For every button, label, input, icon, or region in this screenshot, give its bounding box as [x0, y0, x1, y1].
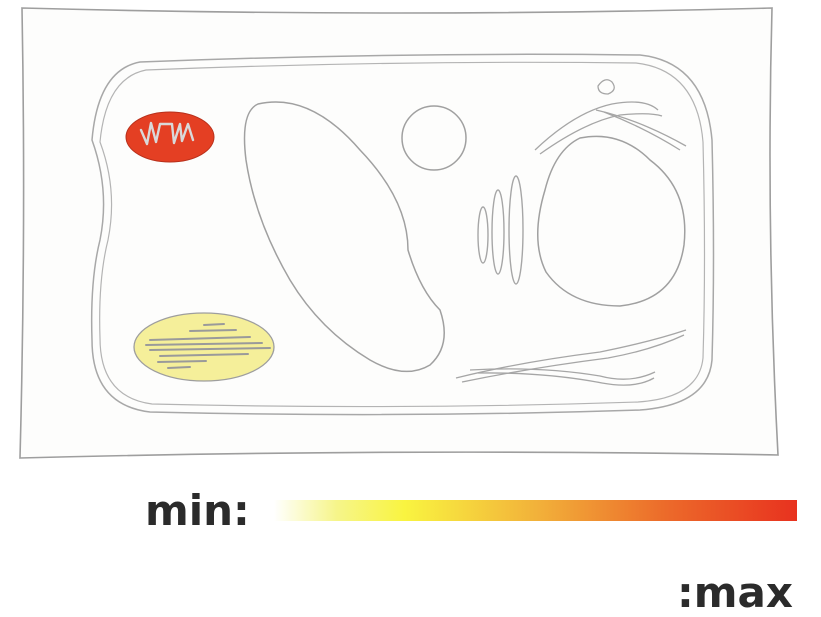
plant-cell-diagram	[19, 7, 779, 459]
mitochondrion-cristae	[139, 121, 195, 146]
chloroplast-thylakoids	[145, 323, 271, 369]
golgi-apparatus	[477, 175, 524, 285]
mitochondrion	[125, 111, 215, 163]
vesicle	[401, 105, 467, 171]
color-scale-bar	[274, 500, 797, 521]
plasma-membrane-inner	[99, 61, 706, 408]
small-vesicle	[597, 79, 615, 95]
endoplasmic-reticulum-bottom	[455, 329, 687, 386]
nucleus	[537, 135, 686, 307]
chloroplast	[133, 312, 275, 382]
color-scale-max-label: :max	[677, 568, 793, 617]
endoplasmic-reticulum-top	[534, 101, 687, 155]
vacuole	[243, 101, 445, 373]
color-scale-min-label: min:	[145, 486, 250, 535]
